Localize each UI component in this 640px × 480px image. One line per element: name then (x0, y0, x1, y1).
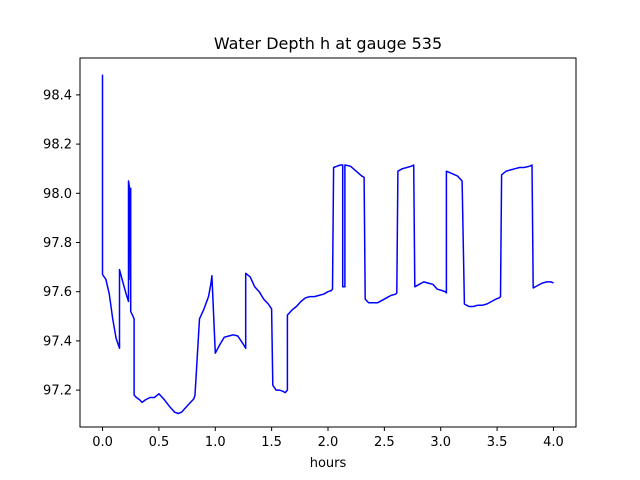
y-tick-label: 97.2 (43, 384, 72, 399)
x-tick-label: 1.5 (261, 435, 282, 450)
plot-area (101, 74, 554, 415)
x-tick-label: 2.5 (374, 435, 395, 450)
x-tick-label: 3.0 (430, 435, 451, 450)
y-tick-label: 97.8 (43, 236, 72, 251)
y-tick-label: 97.4 (43, 334, 72, 349)
y-tick-label: 97.6 (43, 285, 72, 300)
x-tick-label: 2.0 (318, 435, 339, 450)
x-axis-label: hours (310, 456, 347, 471)
series-line (101, 74, 554, 415)
y-tick-label: 98.0 (43, 187, 72, 202)
x-tick-label: 0.5 (149, 435, 170, 450)
y-tick-label: 98.2 (43, 138, 72, 153)
x-tick-label: 3.5 (487, 435, 508, 450)
x-tick-label: 0.0 (92, 435, 113, 450)
x-tick-label: 1.0 (205, 435, 226, 450)
x-tick-label: 4.0 (543, 435, 564, 450)
y-tick-label: 98.4 (43, 88, 72, 103)
chart-title: Water Depth h at gauge 535 (214, 34, 442, 53)
y-axis: 97.2 97.4 97.6 97.8 98.0 98.2 98.4 (43, 88, 80, 399)
x-axis: 0.0 0.5 1.0 1.5 2.0 2.5 3.0 3.5 4.0 (92, 427, 564, 450)
